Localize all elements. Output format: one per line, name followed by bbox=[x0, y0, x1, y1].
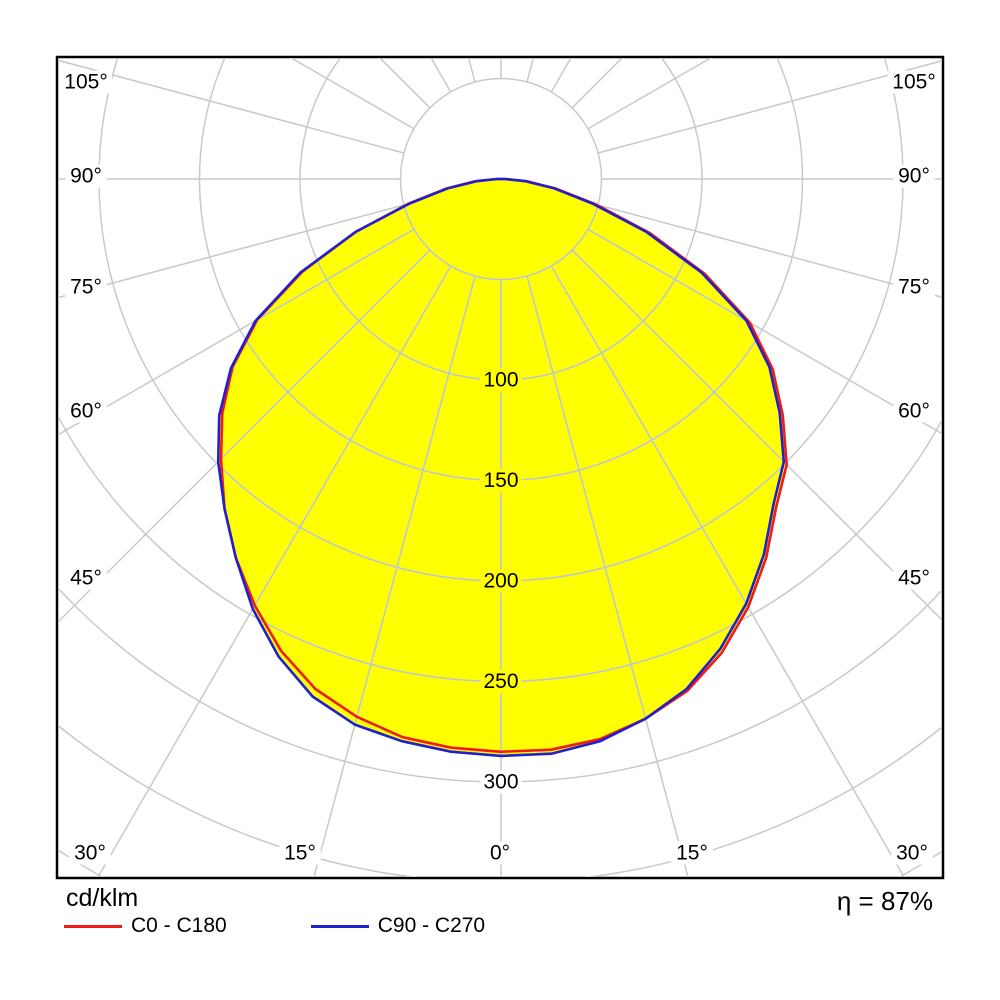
grid-spoke bbox=[218, 249, 431, 756]
angle-tick-left-bg bbox=[60, 70, 112, 94]
angle-tick-right: 60° bbox=[898, 400, 930, 423]
radius-tick: 250 bbox=[483, 670, 518, 693]
grid-spoke bbox=[597, 204, 942, 298]
angle-tick-right-bg bbox=[893, 164, 935, 188]
angle-tick-left: 105° bbox=[64, 71, 107, 94]
grid-spoke bbox=[267, 275, 476, 756]
legend-line-c90-c270 bbox=[310, 924, 369, 928]
grid-spoke bbox=[289, 58, 415, 130]
angle-tick-right: 45° bbox=[898, 567, 930, 590]
angle-tick-left: 45° bbox=[70, 567, 102, 590]
radius-tick-bg bbox=[480, 469, 522, 492]
angle-tick-right: 105° bbox=[892, 71, 935, 94]
angle-tick-right-bg bbox=[893, 275, 935, 299]
grid-spoke bbox=[58, 204, 405, 299]
units-label: cd/klm bbox=[66, 884, 139, 912]
grid-spoke bbox=[58, 59, 405, 154]
angle-tick-bottom-bg bbox=[69, 841, 111, 865]
radius-tick: 150 bbox=[483, 469, 518, 492]
angle-tick-right: 75° bbox=[898, 276, 930, 299]
intensity-curves bbox=[216, 177, 788, 758]
grid-spoke bbox=[587, 58, 713, 130]
tick-labels: 105° 90° 75° 60° 45° 105° 90° 75° 60° 45° 30° 15° 0°… bbox=[60, 70, 940, 865]
legend-line-c0-c180 bbox=[64, 924, 122, 928]
angle-tick-bottom: 30° bbox=[74, 842, 106, 865]
radius-tick-bg bbox=[480, 368, 522, 392]
grid-spoke bbox=[571, 249, 787, 756]
angle-tick-left-bg bbox=[65, 164, 107, 188]
angle-tick-bottom-bg bbox=[484, 841, 516, 865]
curve-c90-c270 bbox=[216, 177, 786, 758]
angle-tick-right-bg bbox=[893, 566, 935, 590]
angle-tick-left: 75° bbox=[70, 276, 102, 299]
radius-tick-bg bbox=[480, 670, 522, 693]
angle-tick-bottom: 15° bbox=[284, 842, 316, 865]
angle-tick-bottom-bg bbox=[279, 841, 321, 865]
angle-tick-bottom: 0° bbox=[490, 842, 510, 865]
radius-tick-bg bbox=[480, 569, 522, 593]
legend: C0 - C180 C90 - C270 bbox=[64, 914, 515, 938]
radius-tick: 300 bbox=[483, 771, 518, 794]
angle-tick-left-bg bbox=[65, 399, 107, 423]
radius-tick-bg bbox=[480, 770, 522, 794]
angle-tick-bottom-bg bbox=[671, 841, 713, 865]
angle-tick-bottom-bg bbox=[891, 841, 933, 865]
angle-tick-right: 90° bbox=[898, 165, 930, 188]
radius-tick: 100 bbox=[483, 369, 518, 392]
grid-spoke bbox=[526, 275, 735, 756]
grid-spoke bbox=[218, 228, 415, 630]
angle-tick-right-bg bbox=[888, 70, 940, 94]
angle-tick-left: 60° bbox=[70, 400, 102, 423]
radius-tick: 200 bbox=[483, 570, 518, 593]
angle-tick-left-bg bbox=[65, 566, 107, 590]
grid-spoke bbox=[597, 60, 942, 154]
angle-tick-bottom: 15° bbox=[676, 842, 708, 865]
angle-tick-right-bg bbox=[893, 399, 935, 423]
angle-tick-left: 90° bbox=[70, 165, 102, 188]
legend-label-c90-c270: C90 - C270 bbox=[377, 914, 486, 937]
legend-label-c0-c180: C0 - C180 bbox=[131, 914, 227, 937]
angle-tick-bottom: 30° bbox=[896, 842, 928, 865]
angle-tick-left-bg bbox=[65, 275, 107, 299]
efficiency-value: η = 87% bbox=[836, 886, 933, 916]
grid-spoke bbox=[587, 228, 787, 630]
